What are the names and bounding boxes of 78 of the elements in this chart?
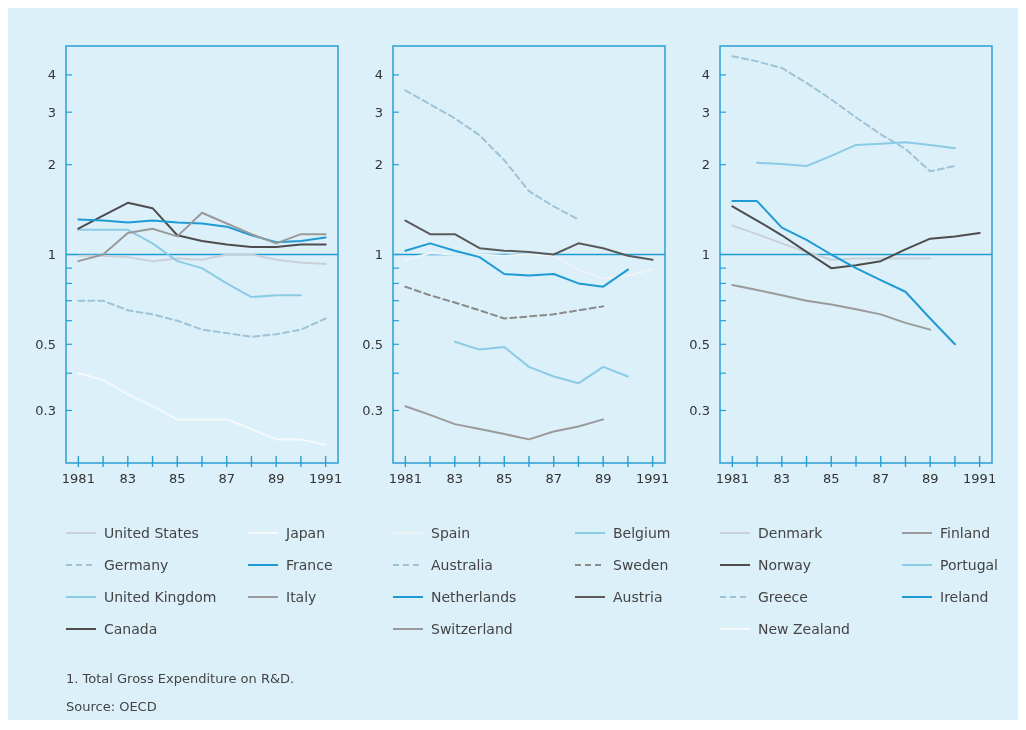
x-tick-label: 87 <box>218 471 235 486</box>
legend-label: Greece <box>758 588 808 605</box>
x-tick-label: 89 <box>594 471 612 486</box>
y-tick-label: 4 <box>47 67 56 83</box>
y-tick-label: 2 <box>701 157 710 173</box>
legend-label: Portugal <box>940 556 998 573</box>
y-tick-label: 0.3 <box>35 403 56 419</box>
legend-label: Japan <box>285 524 326 541</box>
x-tick-label: 83 <box>119 471 137 486</box>
x-tick-label: 1991 <box>309 471 343 486</box>
y-tick-label: 0.5 <box>362 336 383 352</box>
x-tick-label: 1981 <box>715 471 749 486</box>
legend-label: Sweden <box>613 556 669 573</box>
legend-label: Ireland <box>940 588 989 605</box>
y-tick-label: 1 <box>374 247 383 263</box>
legend-label: Austria <box>613 588 663 605</box>
x-tick-label: 89 <box>267 471 285 486</box>
line-series <box>404 252 654 280</box>
source-note: Source: OECD <box>66 699 157 714</box>
line-series <box>731 205 981 270</box>
text: 1. Total Gross Expenditure on R&D. <box>66 671 295 686</box>
line-series <box>404 242 629 288</box>
legend-label: Spain <box>431 524 471 541</box>
x-tick-label: 85 <box>169 471 186 486</box>
y-tick-label: 4 <box>374 67 383 83</box>
y-tick-label: 0.3 <box>689 403 710 419</box>
x-tick-label: 87 <box>545 471 562 486</box>
legend-label: United Kingdom <box>104 588 217 605</box>
y-tick-label: 2 <box>47 157 56 173</box>
line-series <box>77 253 327 265</box>
y-tick-label: 2 <box>374 157 383 173</box>
legend-label: United States <box>104 524 199 541</box>
line-series <box>77 201 327 248</box>
legend-label: Italy <box>286 588 317 605</box>
line-series <box>453 340 629 385</box>
line-series <box>731 55 956 173</box>
x-tick-label: 1981 <box>388 471 422 486</box>
line-series <box>77 372 327 446</box>
legend-label: Finland <box>940 524 991 541</box>
x-tick-label: 1991 <box>636 471 670 486</box>
y-tick-label: 0.5 <box>689 336 710 352</box>
legend-label: Netherlands <box>431 588 517 605</box>
x-tick-label: 1991 <box>963 471 997 486</box>
x-tick-label: 85 <box>496 471 513 486</box>
line-series <box>404 89 580 221</box>
legend-label: Germany <box>104 556 169 573</box>
y-tick-label: 3 <box>47 104 56 120</box>
y-tick-label: 4 <box>701 67 710 83</box>
x-tick-label: 1981 <box>61 471 95 486</box>
legend-label: Australia <box>431 556 493 573</box>
legend-label: Canada <box>104 620 158 637</box>
y-tick-label: 1 <box>47 247 56 263</box>
line-series <box>404 405 605 441</box>
x-tick-label: 85 <box>823 471 840 486</box>
line-series <box>77 299 327 338</box>
x-tick-label: 89 <box>921 471 939 486</box>
y-tick-label: 0.3 <box>362 403 383 419</box>
line-series <box>77 211 327 263</box>
x-tick-label: 83 <box>446 471 464 486</box>
line-series <box>756 141 956 168</box>
line-series <box>731 224 932 261</box>
legend-label: Norway <box>758 556 812 573</box>
legend-label: New Zealand <box>758 620 850 637</box>
line-series <box>404 219 654 261</box>
x-tick-label: 87 <box>872 471 889 486</box>
legend-label: Switzerland <box>431 620 513 637</box>
line-series <box>77 218 327 244</box>
y-tick-label: 1 <box>701 247 710 263</box>
y-tick-label: 3 <box>701 104 710 120</box>
legend-label: Denmark <box>758 524 824 541</box>
line-series <box>404 285 605 320</box>
line-series <box>77 228 302 299</box>
line-series <box>731 284 932 331</box>
legend-label: France <box>286 556 333 573</box>
x-tick-label: 83 <box>773 471 791 486</box>
y-tick-label: 0.5 <box>35 336 56 352</box>
y-tick-label: 3 <box>374 104 383 120</box>
legend-label: Belgium <box>613 524 671 541</box>
